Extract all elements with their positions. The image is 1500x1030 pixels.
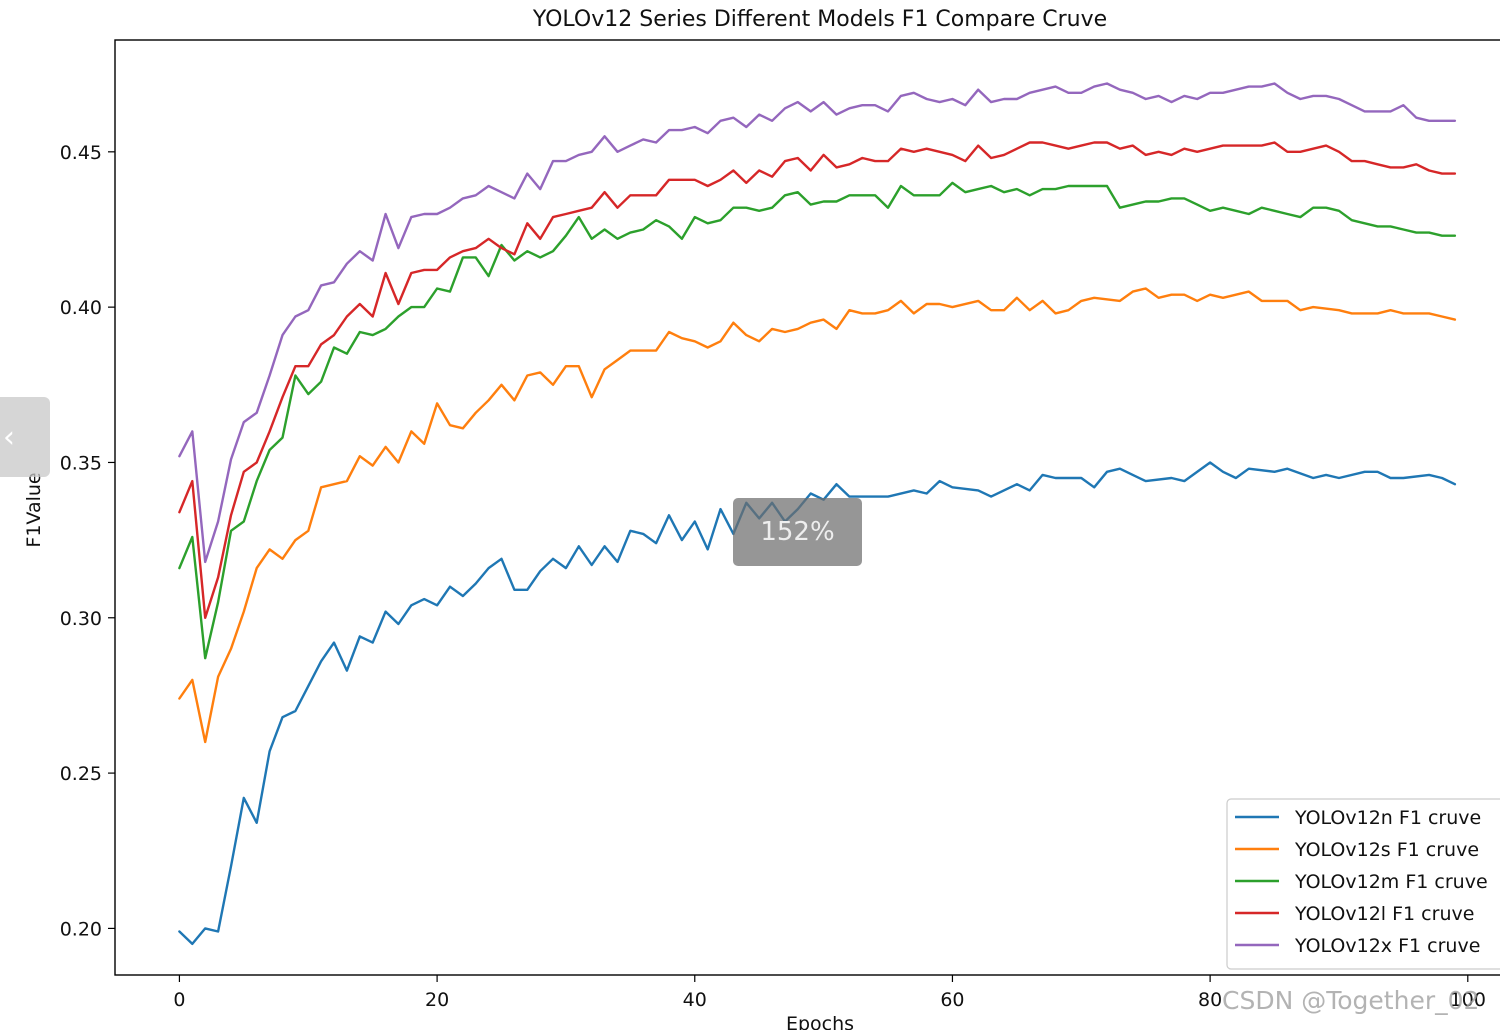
y-tick-label: 0.35 [60, 452, 102, 474]
zoom-level-badge: 152% [733, 498, 862, 566]
y-tick-label: 0.40 [60, 297, 102, 319]
previous-image-button[interactable]: ‹ [0, 397, 50, 477]
chevron-left-icon: ‹ [3, 419, 15, 455]
y-axis-label: F1Value [23, 472, 45, 547]
y-tick-label: 0.20 [60, 918, 102, 940]
series-layer [178, 82, 1457, 946]
plot-frame [114, 39, 1500, 976]
series-line-3 [178, 141, 1457, 619]
y-tick-label: 0.30 [60, 608, 102, 630]
axes-layer: 0 20 40 60 80 100 0.20 0.25 0.30 0.35 0.40 0.45 [60, 39, 1500, 1011]
y-tick-label: 0.25 [60, 763, 102, 785]
legend-entry-3: YOLOv12l F1 cruve [1294, 903, 1474, 925]
x-tick-label: 0 [173, 989, 185, 1011]
y-tick-label: 0.45 [60, 142, 102, 164]
chart-title: YOLOv12 Series Different Models F1 Compa… [532, 7, 1107, 32]
legend-entry-1: YOLOv12s F1 cruve [1294, 839, 1479, 861]
legend: YOLOv12n F1 cruve YOLOv12s F1 cruve YOLOv1… [1226, 798, 1500, 970]
legend-entry-0: YOLOv12n F1 cruve [1294, 807, 1481, 829]
x-tick-label: 80 [1198, 989, 1222, 1011]
series-line-1 [178, 287, 1457, 744]
x-tick-label: 100 [1450, 989, 1486, 1011]
x-tick-label: 20 [425, 989, 449, 1011]
legend-entry-2: YOLOv12m F1 cruve [1294, 871, 1488, 893]
series-line-4 [178, 82, 1457, 564]
legend-entry-4: YOLOv12x F1 cruve [1294, 935, 1480, 957]
watermark: CSDN @Together_02 [1222, 986, 1480, 1015]
x-axis-label: Epochs [786, 1013, 854, 1030]
x-tick-label: 40 [683, 989, 707, 1011]
series-line-2 [178, 181, 1457, 660]
x-tick-label: 60 [940, 989, 964, 1011]
legend-box [1226, 798, 1500, 970]
